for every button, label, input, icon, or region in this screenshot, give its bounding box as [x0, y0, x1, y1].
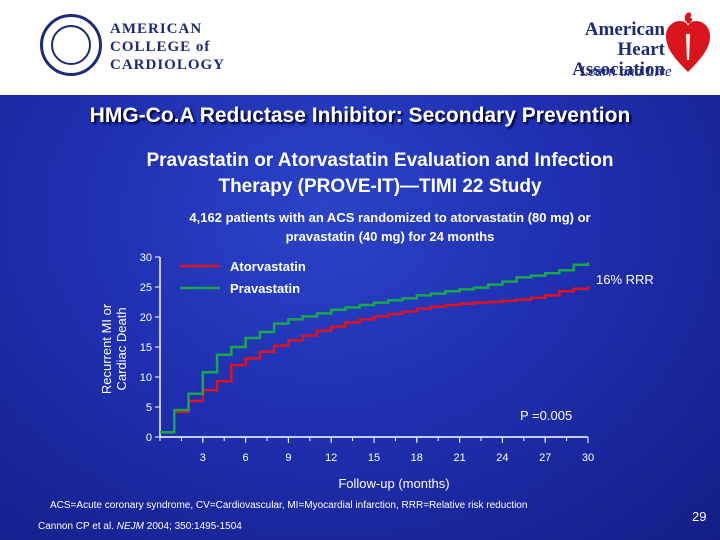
subtitle-line-1: Pravastatin or Atorvastatin Evaluation a… — [146, 150, 614, 171]
citation-journal: NEJM — [116, 521, 144, 532]
page-number: 29 — [692, 509, 707, 524]
chart-ticks: 0 5 10 15 20 25 30 3 6 9 12 15 18 21 24 27 30 — [140, 252, 594, 464]
aha-wordmark: American Heart Association — [545, 20, 665, 80]
x-tick-label: 12 — [325, 452, 337, 464]
series-line-pravastatin — [160, 262, 590, 434]
x-tick-label: 9 — [285, 452, 291, 464]
y-axis-label-line-1: Recurrent MI or — [99, 303, 114, 394]
chart-lines — [160, 262, 590, 434]
series-line-atorvastatin — [160, 286, 590, 434]
slide-title: HMG-Co.A Reductase Inhibitor: Secondary … — [89, 104, 631, 127]
acc-line-3: CARDIOLOGY — [110, 57, 226, 73]
p-value-annotation: P =0.005 — [520, 408, 572, 423]
desc-line-2: pravastatin (40 mg) for 24 months — [285, 229, 495, 244]
y-tick-label: 15 — [140, 342, 152, 354]
x-axis-label: Follow-up (months) — [338, 476, 449, 491]
chart-legend: Atorvastatin Pravastatin — [180, 259, 306, 296]
acc-wordmark: AMERICAN COLLEGE of CARDIOLOGY — [110, 20, 225, 74]
x-tick-label: 27 — [539, 452, 551, 464]
y-tick-label: 30 — [140, 252, 152, 264]
x-tick-label: 6 — [243, 452, 249, 464]
x-tick-label: 30 — [582, 452, 594, 464]
citation-suffix: 2004; 350:1495-1504 — [146, 521, 242, 532]
y-tick-label: 20 — [140, 312, 152, 324]
citation: Cannon CP et al. NEJM 2004; 350:1495-150… — [38, 521, 242, 532]
x-tick-label: 15 — [368, 452, 380, 464]
y-tick-label: 0 — [146, 432, 152, 444]
aha-line-2: Association — [572, 59, 665, 80]
x-tick-label: 3 — [200, 452, 206, 464]
rrr-annotation: 16% RRR — [596, 272, 654, 287]
desc-line-1: 4,162 patients with an ACS randomized to… — [189, 210, 591, 225]
y-tick-label: 10 — [140, 372, 152, 384]
x-tick-label: 24 — [496, 452, 508, 464]
y-tick-label: 5 — [146, 402, 152, 414]
y-axis-label-line-2: Cardiac Death — [114, 307, 129, 390]
slide-subtitle: Pravastatin or Atorvastatin Evaluation a… — [40, 148, 720, 200]
header-banner: AMERICAN COLLEGE of CARDIOLOGY American … — [0, 0, 720, 95]
heart-torch-icon — [666, 12, 710, 72]
subtitle-line-2: Therapy (PROVE-IT)—TIMI 22 Study — [218, 176, 542, 197]
acc-line-1: AMERICAN — [110, 21, 203, 37]
y-tick-label: 25 — [140, 282, 152, 294]
aha-tagline: Learn and Live — [580, 64, 672, 80]
citation-prefix: Cannon CP et al. — [38, 521, 114, 532]
study-description: 4,162 patients with an ACS randomized to… — [100, 208, 680, 246]
aha-line-1: American Heart — [584, 19, 665, 60]
legend-label-pravastatin: Pravastatin — [230, 281, 300, 296]
footnote: ACS=Acute coronary syndrome, CV=Cardiova… — [50, 500, 528, 511]
x-tick-label: 18 — [411, 452, 423, 464]
acc-seal-logo — [40, 14, 102, 76]
legend-label-atorvastatin: Atorvastatin — [230, 259, 306, 274]
x-tick-label: 21 — [453, 452, 465, 464]
acc-line-2: COLLEGE of — [110, 39, 211, 55]
